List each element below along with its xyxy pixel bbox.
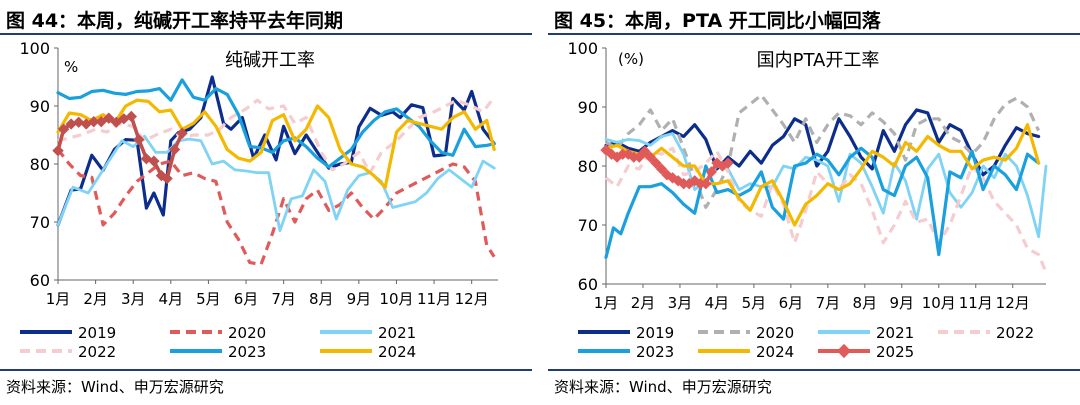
x-tick-label: 6月 [779, 294, 804, 312]
x-tick-label: 6月 [234, 290, 259, 308]
legend-label-2020: 2020 [756, 324, 794, 342]
y-tick-label: 80 [578, 157, 598, 176]
y-tick-label: 70 [30, 213, 50, 232]
legend-label-2022: 2022 [78, 343, 116, 361]
title-rule [0, 33, 532, 35]
legend-label-2024: 2024 [378, 343, 416, 361]
series-line-2021 [604, 132, 1048, 239]
y-tick-label: 90 [30, 97, 50, 116]
x-tick-label: 9月 [347, 290, 372, 308]
legend-label-2019: 2019 [636, 324, 674, 342]
legend-marker-2025 [836, 343, 852, 359]
chart-panel-soda-ash: 图 44：本周，纯碱开工率持平去年同期 60 70 80 90 100 1月 2月 3月 4月 5… [0, 0, 532, 405]
series-line-2023 [604, 146, 1041, 259]
legend-label-2020: 2020 [228, 324, 266, 342]
legend-label-2023: 2023 [228, 343, 266, 361]
y-tick-label: 80 [30, 155, 50, 174]
x-tick-label: 8月 [853, 294, 878, 312]
y-tick-label: 90 [578, 98, 598, 117]
series-line-2022 [57, 96, 496, 175]
series-point-2025 [700, 178, 712, 190]
legend-label-2024: 2024 [756, 343, 794, 361]
x-tick-label: 1月 [594, 294, 619, 312]
source-rule [548, 369, 1080, 371]
legend-label-2021: 2021 [876, 324, 914, 342]
x-tick-label: 5月 [196, 290, 221, 308]
chart-panel-pta: 图 45：本周，PTA 开工同比小幅回落 60 70 80 90 100 1月 2月 3月 4月… [548, 0, 1080, 405]
legend-label-2022: 2022 [996, 324, 1034, 342]
series-point-2025 [176, 127, 188, 139]
x-tick-label: 1月 [46, 290, 71, 308]
y-axis-unit: (%) [618, 50, 644, 68]
x-tick-label: 10月 [922, 294, 956, 312]
series-line-2023 [56, 78, 496, 169]
y-tick-label: 100 [19, 39, 50, 58]
x-tick-label: 2月 [83, 290, 108, 308]
chart-pta-utilization: 60 70 80 90 100 1月 2月 3月 4月 5月 6月 7月 8月 9月 10月 11月 12月 (%… [567, 39, 1048, 361]
series-line-2022 [604, 146, 1048, 273]
chart-title: 国内PTA开工率 [757, 50, 880, 71]
x-tick-label: 10月 [379, 290, 413, 308]
x-tick-label: 3月 [668, 294, 693, 312]
x-tick-label: 9月 [890, 294, 915, 312]
series-line-2024 [56, 98, 496, 189]
series-line-2020 [605, 93, 1041, 209]
source-note: 资料来源：Wind、申万宏源研究 [554, 378, 772, 396]
x-tick-label: 11月 [959, 294, 993, 312]
x-tick-label: 12月 [996, 294, 1030, 312]
x-tick-label: 4月 [159, 290, 184, 308]
x-tick-label: 5月 [742, 294, 767, 312]
y-axis-unit: % [64, 58, 78, 76]
x-tick-label: 11月 [417, 290, 451, 308]
series-point-2025 [633, 151, 645, 163]
series-point-2025 [125, 110, 137, 123]
series-line-2019 [56, 75, 496, 227]
x-tick-label: 2月 [631, 294, 656, 312]
chart-soda-ash-utilization: 60 70 80 90 100 1月 2月 3月 4月 5月 6月 7月 8月 9月 10月 11月 12月% 纯… [19, 39, 498, 361]
title-rule [548, 33, 1080, 35]
series-point-2025 [57, 123, 70, 135]
y-tick-label: 60 [30, 271, 50, 290]
y-tick-label: 100 [567, 39, 598, 58]
x-tick-label: 7月 [271, 290, 296, 308]
series-line-2024 [604, 123, 1041, 227]
x-tick-label: 8月 [309, 290, 334, 308]
figure-title: 图 45：本周，PTA 开工同比小幅回落 [554, 10, 881, 32]
series-line-2019 [604, 108, 1041, 177]
chart-title: 纯碱开工率 [225, 50, 315, 71]
x-tick-label: 3月 [121, 290, 146, 308]
x-tick-label: 12月 [455, 290, 489, 308]
x-tick-label: 4月 [705, 294, 730, 312]
y-tick-label: 60 [578, 275, 598, 294]
figure-title: 图 44：本周，纯碱开工率持平去年同期 [6, 10, 344, 32]
legend-label-2021: 2021 [378, 324, 416, 342]
legend-label-2023: 2023 [636, 343, 674, 361]
series-point-2025 [644, 151, 657, 163]
legend-label-2025: 2025 [876, 343, 914, 361]
x-tick-label: 7月 [816, 294, 841, 312]
series-point-2025 [148, 155, 160, 167]
source-note: 资料来源：Wind、申万宏源研究 [6, 378, 224, 396]
legend-label-2019: 2019 [78, 324, 116, 342]
y-tick-label: 70 [578, 216, 598, 235]
series-point-2025 [52, 145, 64, 157]
series-point-2025 [161, 172, 173, 185]
source-rule [0, 369, 532, 371]
